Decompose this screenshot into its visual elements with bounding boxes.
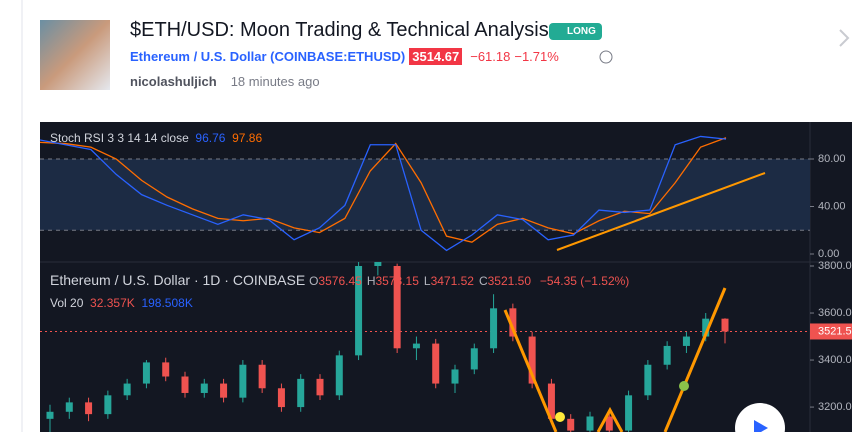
candle-body <box>393 265 401 349</box>
candle-body <box>85 402 93 415</box>
ohlc: O3576.45 H3578.15 L3471.52 C3521.50 <box>309 274 536 288</box>
stoch-label: Stoch RSI 3 3 14 14 close <box>50 131 189 145</box>
pattern <box>596 406 624 432</box>
candle-body <box>142 362 150 384</box>
band <box>40 159 810 231</box>
candle-body <box>451 369 459 384</box>
trendline <box>663 287 727 432</box>
ohlc-key: L <box>423 274 431 288</box>
candle-body <box>528 336 536 384</box>
author[interactable]: nicolashuljich <box>130 74 217 89</box>
candle-body <box>412 343 420 349</box>
stoch-legend: Stoch RSI 3 3 14 14 close 96.76 97.86 <box>50 131 262 145</box>
y-tick-label: 40.00 <box>818 200 846 212</box>
candle-body <box>625 395 633 431</box>
candle-body <box>374 262 382 266</box>
ohlc-value: 3521.50 <box>487 274 532 288</box>
candle-body <box>162 362 170 377</box>
ohlc-change: −54.35 (−1.52%) <box>539 274 630 288</box>
next-arrow[interactable] <box>839 29 850 47</box>
y-tick-label: 0.00 <box>818 248 839 260</box>
candle-body <box>509 308 517 337</box>
candle-body <box>355 265 363 356</box>
candle-body <box>181 376 189 393</box>
timer-icon <box>599 50 613 64</box>
candle-body <box>586 416 594 431</box>
price-legend: Ethereum / U.S. Dollar · 1D · COINBASE O… <box>50 272 629 288</box>
trendline <box>556 172 766 251</box>
candle-body <box>547 383 555 419</box>
candle-body <box>123 383 131 396</box>
symbol-line: Ethereum / U.S. Dollar · 1D · COINBASE <box>50 272 306 288</box>
ohlc-value: 3576.45 <box>318 274 362 288</box>
candle-body <box>702 318 710 337</box>
change-pct: −1.71% <box>514 49 559 64</box>
candle-body <box>567 418 575 431</box>
candle-body <box>277 388 285 408</box>
candle-body <box>104 395 112 415</box>
time: 18 minutes ago <box>230 74 320 89</box>
y-tick-label: 3200.00 <box>818 401 852 413</box>
price: 3514.67 <box>409 48 463 65</box>
trendline <box>503 309 558 432</box>
y-tick-label: 3400.00 <box>818 354 852 366</box>
y-tick-label: 3600.00 <box>818 307 852 319</box>
symbol-code[interactable]: (COINBASE:ETHUSD) <box>270 49 406 64</box>
candles <box>46 262 729 432</box>
candle-body <box>663 345 671 365</box>
d-line <box>39 137 727 243</box>
ohlc-key: O <box>309 274 319 288</box>
candle-body <box>470 348 478 370</box>
d-value: 97.86 <box>232 131 263 145</box>
candle-body <box>316 378 324 396</box>
candle-body <box>490 308 498 349</box>
candle-body <box>258 364 266 389</box>
candle-body <box>220 383 228 398</box>
symbol-name[interactable]: Ethereum / U.S. Dollar <box>130 49 267 64</box>
signal-dot <box>679 381 689 391</box>
ohlc-value: 3471.52 <box>430 274 474 288</box>
vol-label: Vol 20 <box>50 296 84 310</box>
candle-body <box>239 364 247 398</box>
candle-body <box>721 318 729 332</box>
long-badge: LONG <box>549 23 602 40</box>
k-value: 96.76 <box>195 131 226 145</box>
candle-body <box>432 343 440 384</box>
candle-body <box>682 336 690 346</box>
y-tick-label: 80.00 <box>818 153 846 165</box>
last-price-label: 3521.5 <box>818 325 852 337</box>
signal-dot <box>555 412 565 422</box>
vol-legend: Vol 20 32.357K 198.508K <box>50 296 193 310</box>
ohlc-key: C <box>478 274 488 288</box>
ohlc-key: H <box>366 274 376 288</box>
meta-line: nicolashuljich 18 minutes ago <box>130 74 320 89</box>
vol-ma: 198.508K <box>141 296 193 310</box>
candle-body <box>200 383 208 393</box>
candle-body <box>46 411 54 419</box>
candle-body <box>297 378 305 408</box>
idea-title: $ETH/USD: Moon Trading & Technical Analy… <box>130 19 549 41</box>
candle-body <box>605 416 613 431</box>
play-button[interactable] <box>735 403 785 432</box>
play-icon <box>754 420 768 432</box>
last-price-tag <box>810 323 852 340</box>
badge-text: LONG <box>567 26 596 37</box>
candle-body <box>65 402 73 412</box>
avatar[interactable] <box>40 20 110 90</box>
symbol-line: Ethereum / U.S. Dollar (COINBASE:ETHUSD)… <box>130 48 559 65</box>
candle-body <box>335 355 343 396</box>
drawings <box>503 172 785 432</box>
candle-body <box>644 364 652 396</box>
vol-value: 32.357K <box>90 296 135 310</box>
change: −61.18 <box>470 49 511 64</box>
y-tick-label: 3800.00 <box>818 260 852 272</box>
k-line <box>39 135 727 252</box>
ohlc-value: 3578.15 <box>375 274 419 288</box>
